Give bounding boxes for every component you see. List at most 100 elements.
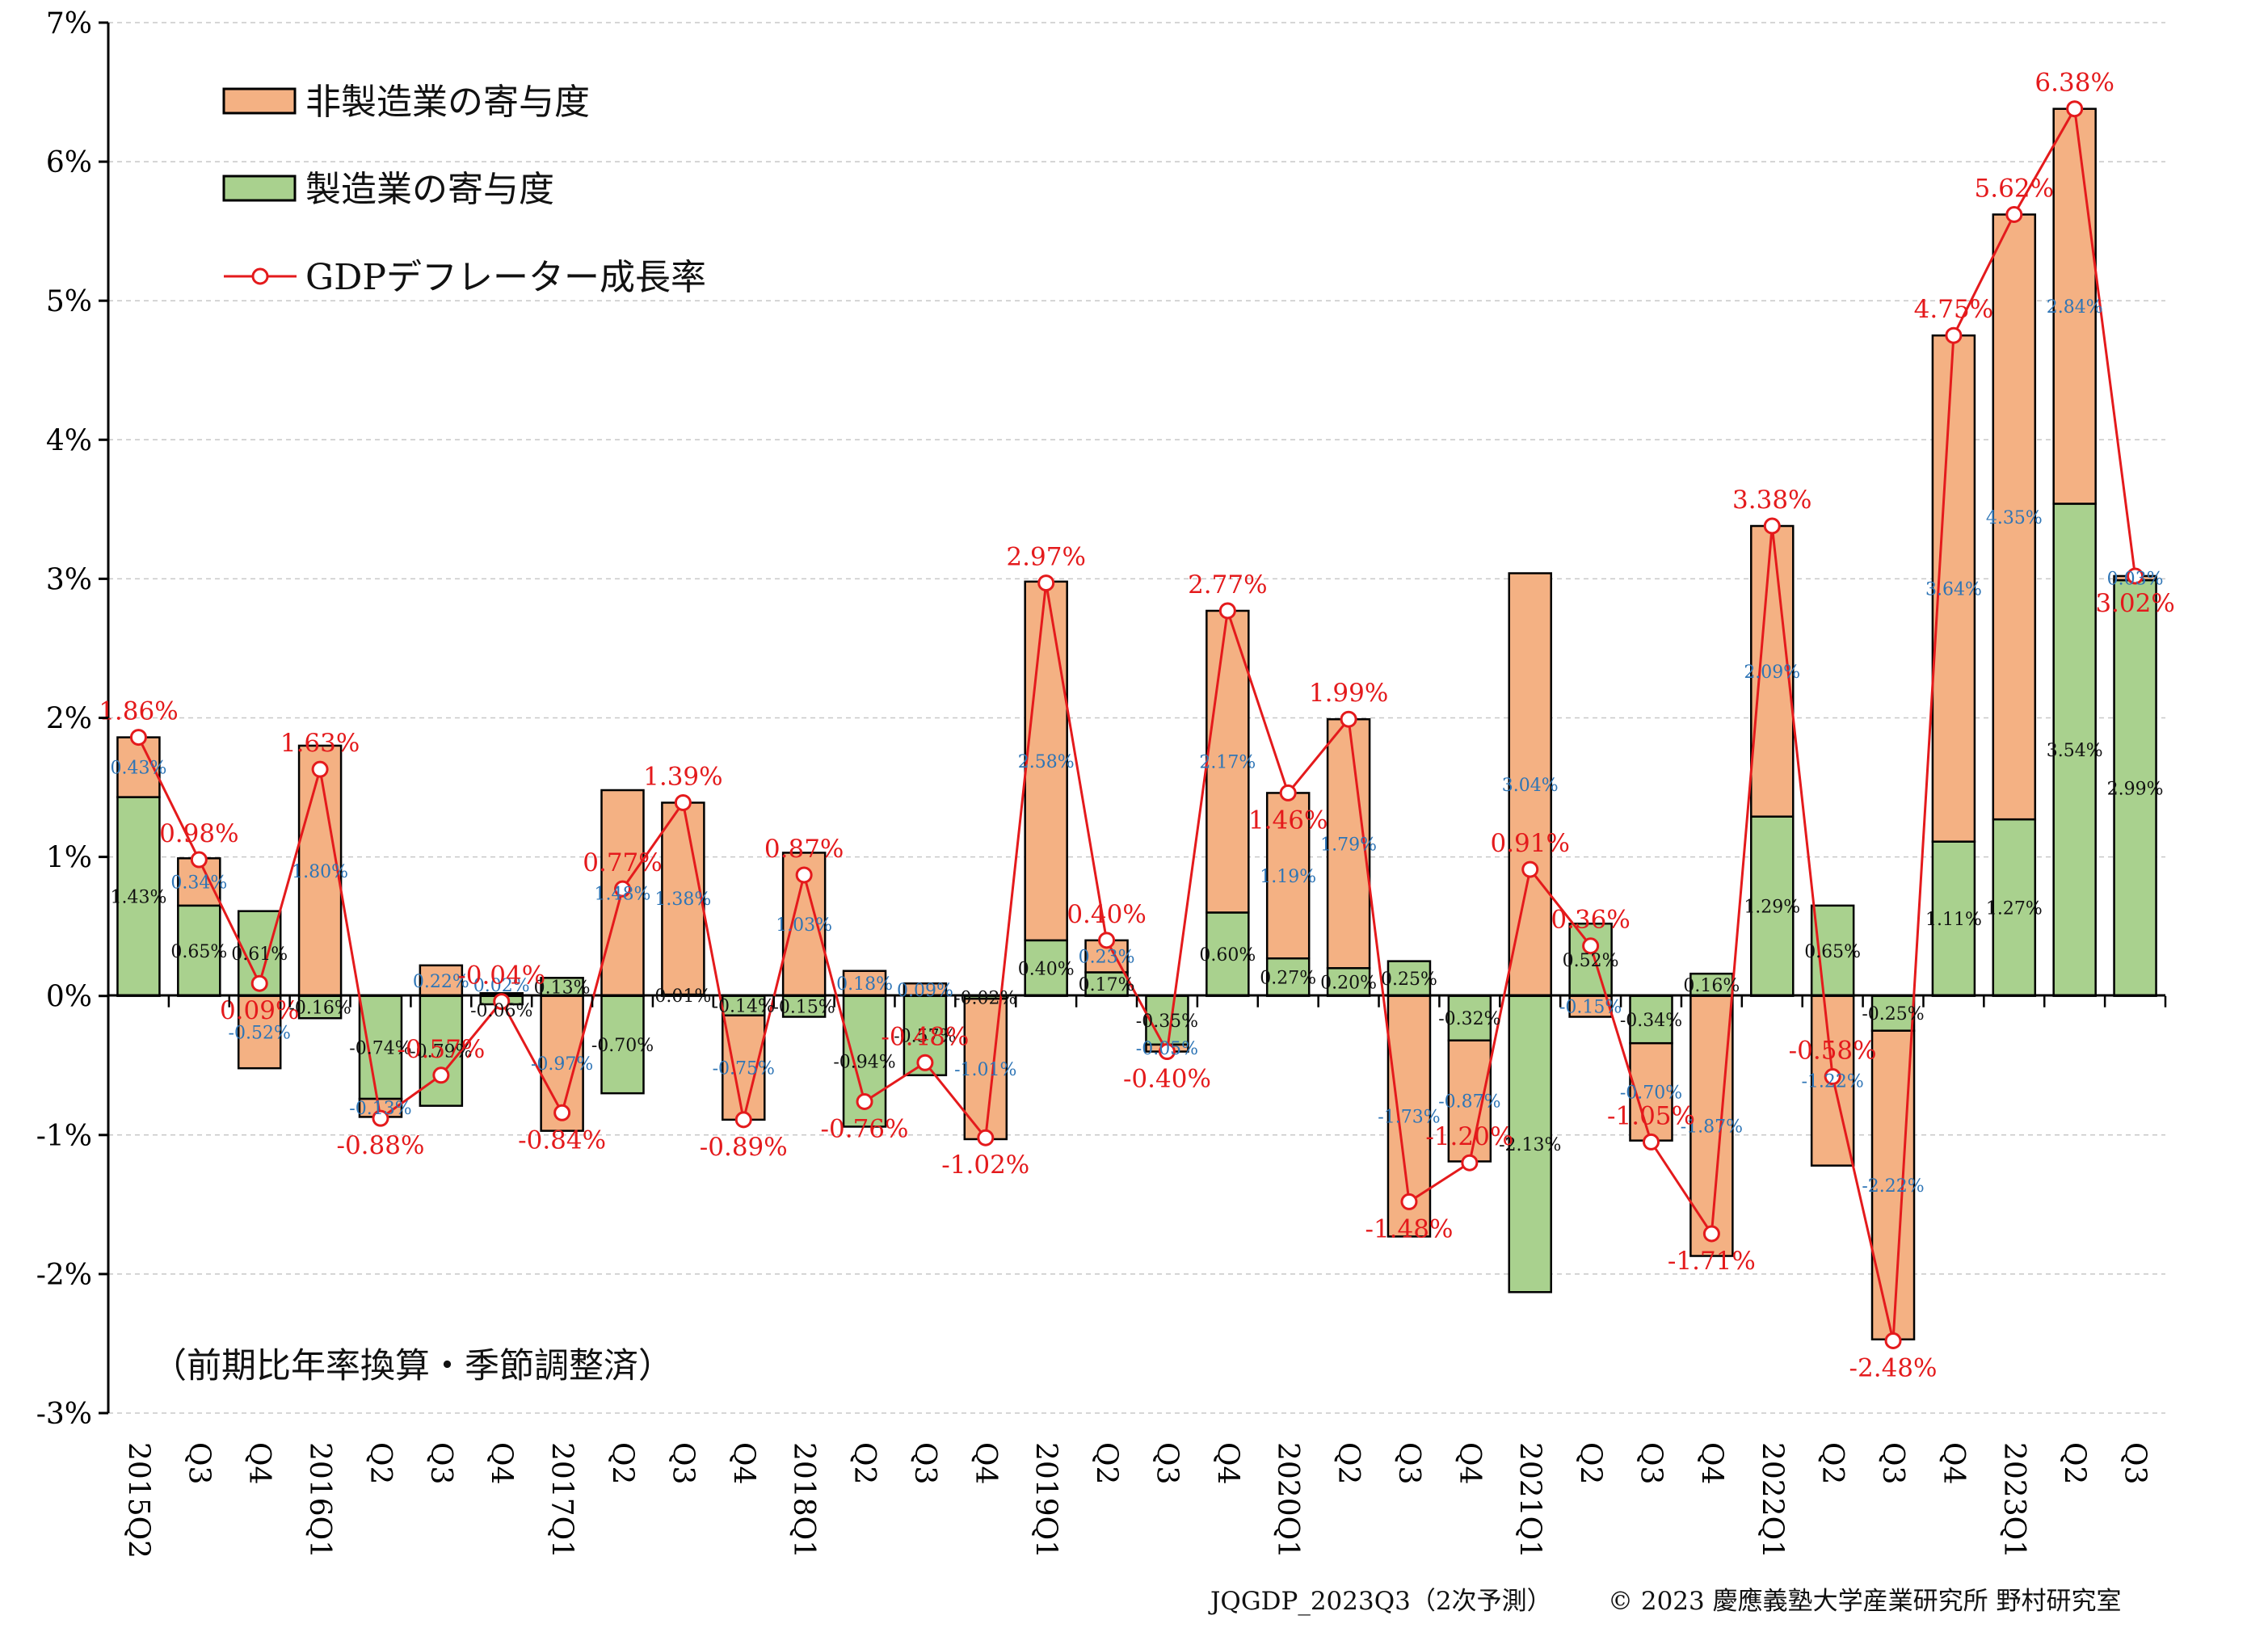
label-deflator: 0.87% xyxy=(764,835,844,864)
label-non-manufacturing: 3.64% xyxy=(1925,579,1982,599)
x-tick-label: 2019Q1 xyxy=(1029,1442,1062,1559)
label-deflator: 5.62% xyxy=(1975,174,2054,203)
x-tick-label: Q4 xyxy=(1937,1442,1970,1484)
label-manufacturing: -0.74% xyxy=(349,1038,411,1058)
label-non-manufacturing: 0.03% xyxy=(2107,570,2164,590)
label-deflator: 1.63% xyxy=(280,729,360,758)
label-manufacturing: 0.52% xyxy=(1563,951,1619,971)
deflator-point xyxy=(311,760,329,778)
label-manufacturing: 0.61% xyxy=(231,944,288,965)
deflator-point xyxy=(190,851,208,869)
label-non-manufacturing: -1.73% xyxy=(1378,1108,1440,1128)
label-manufacturing: 0.17% xyxy=(1079,975,1135,995)
label-manufacturing: -0.15% xyxy=(772,998,835,1018)
label-non-manufacturing: -0.97% xyxy=(531,1054,593,1075)
x-tick-label: Q2 xyxy=(1090,1442,1123,1484)
deflator-point xyxy=(977,1129,995,1146)
label-deflator: 0.40% xyxy=(1067,900,1146,929)
label-manufacturing: -2.13% xyxy=(1499,1135,1561,1155)
label-deflator: -0.57% xyxy=(397,1035,485,1064)
label-deflator: 2.77% xyxy=(1188,570,1267,599)
x-tick-label: Q3 xyxy=(1635,1442,1668,1484)
label-deflator: 1.99% xyxy=(1309,679,1388,708)
label-non-manufacturing: 4.35% xyxy=(1986,508,2043,528)
label-manufacturing: -0.34% xyxy=(1620,1011,1682,1031)
label-non-manufacturing: 1.38% xyxy=(654,890,711,910)
label-non-manufacturing: -0.75% xyxy=(713,1058,775,1079)
deflator-point xyxy=(1521,860,1539,878)
deflator-point xyxy=(1824,1068,1841,1086)
label-manufacturing: 0.65% xyxy=(170,942,227,962)
x-tick-label: 2017Q1 xyxy=(545,1442,579,1559)
deflator-point xyxy=(250,974,268,992)
label-non-manufacturing: 1.19% xyxy=(1260,867,1316,887)
bar-non-manufacturing xyxy=(1870,1029,1916,1341)
deflator-point xyxy=(795,866,813,884)
deflator-point xyxy=(1763,517,1781,535)
deflator-point xyxy=(1400,1193,1418,1210)
x-tick-label: Q2 xyxy=(1574,1442,1607,1484)
x-tick-label: Q2 xyxy=(606,1442,639,1484)
deflator-point xyxy=(1702,1225,1720,1243)
label-non-manufacturing: 3.04% xyxy=(1502,776,1559,796)
legend-swatch-manufacturing xyxy=(222,175,297,202)
deflator-point xyxy=(432,1066,450,1084)
label-non-manufacturing: 0.34% xyxy=(170,873,227,894)
x-tick-label: Q4 xyxy=(969,1442,1002,1484)
y-tick-label: 3% xyxy=(46,563,92,596)
label-deflator: -1.71% xyxy=(1668,1247,1756,1276)
label-manufacturing: 3.54% xyxy=(2047,741,2103,761)
legend: 非製造業の寄与度 製造業の寄与度 GDPデフレーター成長率 xyxy=(222,82,706,298)
deflator-point xyxy=(1582,937,1600,955)
label-non-manufacturing: 0.18% xyxy=(836,974,893,995)
label-manufacturing: 0.40% xyxy=(1018,959,1075,979)
y-tick-label: -1% xyxy=(36,1120,92,1153)
deflator-point xyxy=(553,1104,571,1121)
label-non-manufacturing: -1.87% xyxy=(1681,1117,1743,1138)
deflator-point xyxy=(1218,602,1236,620)
label-deflator: -1.02% xyxy=(941,1151,1029,1180)
label-deflator: 1.46% xyxy=(1248,806,1328,835)
bar-non-manufacturing xyxy=(842,970,887,997)
label-non-manufacturing: -1.01% xyxy=(954,1060,1016,1080)
bar-non-manufacturing xyxy=(297,744,343,997)
axes xyxy=(107,23,2165,1413)
label-deflator: 3.38% xyxy=(1732,486,1811,515)
x-tick-label: Q4 xyxy=(485,1442,518,1484)
x-tick-label: 2023Q1 xyxy=(1997,1442,2030,1559)
deflator-point xyxy=(1098,932,1116,949)
label-deflator: -0.89% xyxy=(700,1133,788,1162)
deflator-point xyxy=(2127,567,2144,585)
label-deflator: 0.09% xyxy=(220,996,299,1025)
label-deflator: 4.75% xyxy=(1914,295,1993,324)
deflator-point xyxy=(2005,205,2023,223)
x-tick-label: Q4 xyxy=(1694,1442,1727,1484)
label-non-manufacturing: -0.13% xyxy=(349,1099,411,1119)
x-tick-label: Q2 xyxy=(1816,1442,1849,1484)
label-deflator: -0.40% xyxy=(1123,1065,1211,1094)
label-non-manufacturing: 2.58% xyxy=(1018,752,1075,772)
label-manufacturing: -0.14% xyxy=(713,997,775,1017)
x-tick-label: 2022Q1 xyxy=(1755,1442,1788,1559)
label-non-manufacturing: -0.87% xyxy=(1438,1092,1500,1113)
label-deflator: -0.04% xyxy=(457,961,545,991)
label-non-manufacturing: 0.22% xyxy=(413,972,469,992)
y-tick-label: 4% xyxy=(46,424,92,457)
label-manufacturing: 0.20% xyxy=(1320,973,1377,993)
deflator-point xyxy=(1158,1043,1176,1061)
label-deflator: 0.91% xyxy=(1490,829,1569,858)
bar-non-manufacturing xyxy=(177,857,221,907)
footer-copyright: © 2023 慶應義塾大学産業研究所 野村研究室 xyxy=(1608,1587,2121,1616)
label-non-manufacturing: -1.22% xyxy=(1801,1072,1863,1092)
label-manufacturing: -0.79% xyxy=(410,1042,472,1062)
x-tick-label: Q2 xyxy=(364,1442,397,1484)
data-labels: 1.43% 0.43% 0.65% 0.34% 0.61% -0.52% -0.16% 1.8… xyxy=(99,69,2175,1383)
label-manufacturing: 1.11% xyxy=(1925,910,1982,930)
label-non-manufacturing: -0.15% xyxy=(1559,998,1622,1018)
deflator-point xyxy=(856,1092,873,1110)
label-manufacturing: 0.25% xyxy=(1381,970,1437,990)
label-manufacturing: -0.57% xyxy=(894,1027,956,1047)
x-tick-label: 2020Q1 xyxy=(1271,1442,1304,1559)
label-deflator: -0.84% xyxy=(518,1125,606,1155)
